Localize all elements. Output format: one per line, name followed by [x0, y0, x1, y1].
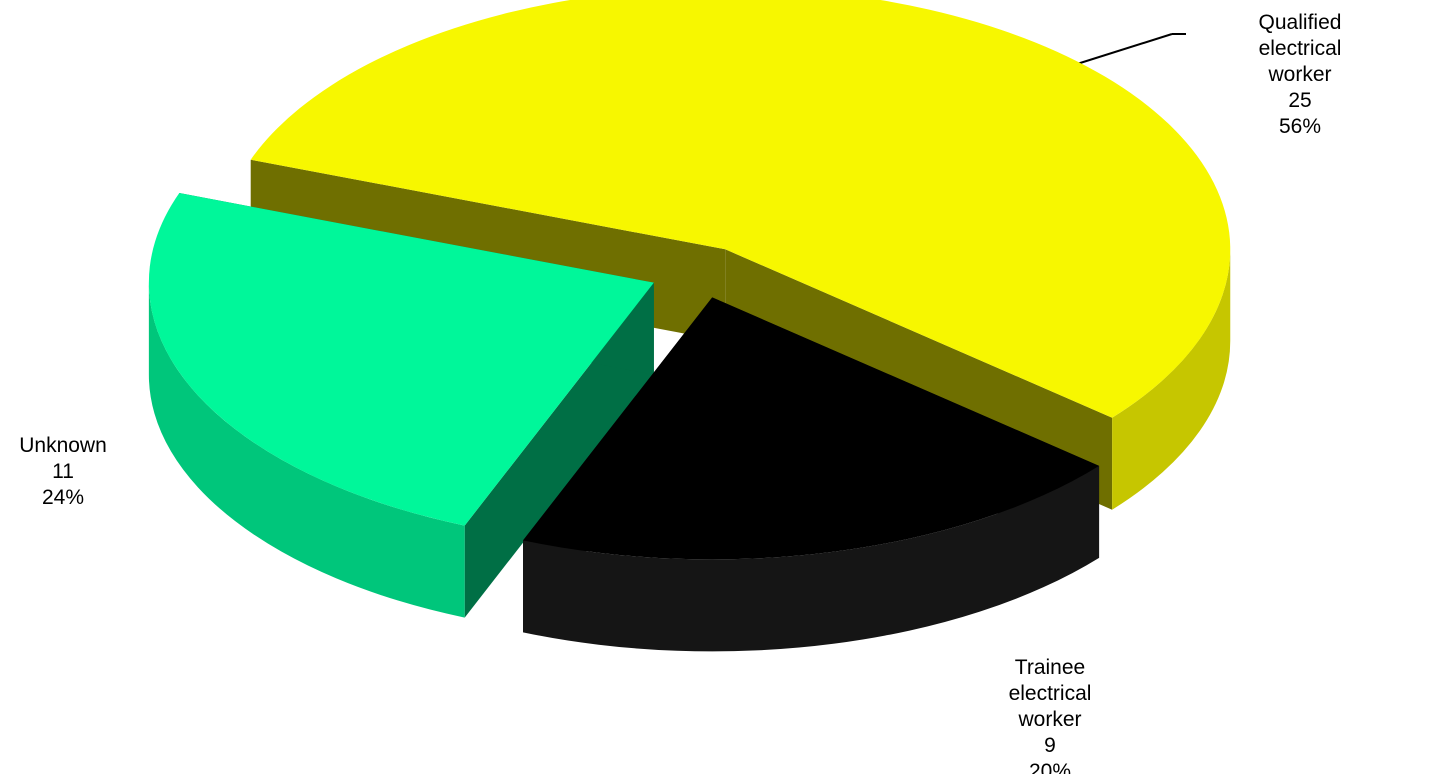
pie-slice	[523, 297, 1100, 560]
category-name: Trainee electrical worker	[1008, 656, 1092, 731]
slice-tops	[148, 0, 1231, 560]
slice-side-face	[464, 282, 654, 618]
category-name: Unknown	[19, 434, 107, 457]
percent-label: 20%	[1028, 760, 1072, 774]
data-label: Unknown 11 24%	[0, 433, 183, 511]
slice-outer-wall	[1112, 249, 1231, 510]
pie-slice	[148, 193, 654, 526]
data-label: Qualified electrical worker 25 56%	[1180, 10, 1420, 140]
data-label: Trainee electrical worker 9 20%	[930, 655, 1170, 774]
value-label: 11	[52, 460, 74, 483]
pie-slice	[250, 0, 1231, 418]
category-name: Qualified electrical worker	[1258, 11, 1342, 86]
percent-label: 56%	[1278, 115, 1322, 138]
value-label: 9	[1044, 734, 1056, 757]
value-label: 25	[1288, 89, 1312, 112]
percent-label: 24%	[41, 486, 85, 509]
slice-outer-wall	[523, 465, 1100, 652]
slice-outer-wall	[148, 282, 465, 618]
